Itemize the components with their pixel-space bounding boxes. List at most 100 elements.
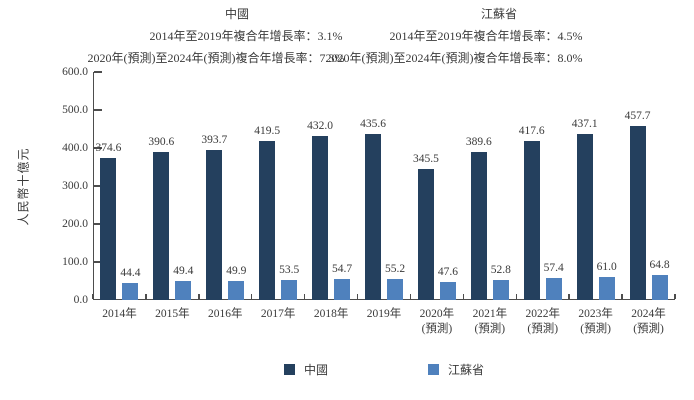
x-category-label-line: (預測) — [580, 323, 611, 335]
x-category-label-line: (預測) — [474, 323, 506, 335]
x-category-label: 2020年 (預測) — [410, 307, 463, 337]
jiangsu-bar — [492, 279, 509, 300]
legend-label: 江蘇省 — [448, 363, 485, 377]
x-category-label: 2015年 — [146, 307, 199, 322]
china-bar — [365, 134, 381, 300]
x-tick-mark — [462, 293, 465, 299]
chart-legend: 中國 江蘇省 — [93, 361, 675, 378]
x-category-label-line: 2017年 — [260, 308, 296, 320]
jiangsu-bar-value: 52.8 — [490, 263, 511, 276]
legend-item-jiangsu: 江蘇省 — [428, 361, 484, 378]
jiangsu-bar-value: 49.9 — [226, 265, 247, 278]
jiangsu-bar-value: 57.4 — [543, 262, 564, 275]
jiangsu-bar — [228, 281, 245, 300]
x-category-label: 2022年 (預測) — [516, 307, 569, 337]
jiangsu-bar — [281, 279, 298, 300]
jiangsu-bar-value: 47.6 — [437, 265, 458, 278]
china-bar — [259, 140, 276, 300]
x-category-label: 2023年 (預測) — [569, 307, 622, 337]
jiangsu-bar — [122, 283, 139, 300]
china-bar — [470, 151, 487, 300]
x-category-label: 2017年 — [252, 307, 305, 322]
x-category-label-line: 2023年 — [578, 308, 613, 320]
x-category-label-line: 2015年 — [155, 308, 190, 320]
china-bar-value: 457.7 — [624, 110, 651, 123]
china-bar-value: 393.7 — [201, 134, 228, 147]
jiangsu-bar — [545, 278, 562, 300]
x-tick-mark — [621, 293, 623, 299]
x-category-label-line: 2021年 — [472, 308, 508, 320]
jiangsu-bar-value: 61.0 — [596, 260, 617, 273]
x-category-label-line: 2022年 — [525, 308, 560, 320]
china-bar-value: 345.5 — [412, 152, 439, 165]
china-bar — [206, 150, 223, 300]
china-bar-value: 437.1 — [571, 117, 598, 130]
legend-label: 中國 — [303, 363, 328, 377]
x-category-label: 2019年 — [358, 307, 411, 322]
x-category-label-line: 2024年 — [631, 308, 666, 320]
legend-swatch-icon — [428, 364, 439, 375]
y-tick-label: 300.0 — [62, 179, 88, 192]
y-tick-label: 400.0 — [62, 141, 88, 154]
plot-area — [93, 72, 675, 300]
china-column-title: 中國 — [224, 7, 250, 21]
x-tick-mark — [515, 293, 518, 299]
x-category-label: 2024年 (預測) — [622, 307, 675, 337]
jiangsu-bar — [598, 276, 615, 300]
jiangsu-bar-value: 44.4 — [120, 267, 141, 280]
china-cagr-forecast: 2020年(預測)至2024年(預測)複合年增長率：7.3% — [87, 51, 345, 65]
china-bar-value: 417.6 — [518, 125, 545, 138]
china-bar — [629, 126, 646, 300]
y-tick-mark — [94, 71, 102, 73]
china-bar — [100, 157, 117, 300]
jiangsu-cagr-forecast: 2020年(預測)至2024年(預測)複合年增長率：8.0% — [325, 51, 583, 65]
x-tick-mark — [250, 293, 253, 299]
x-tick-mark — [303, 293, 306, 299]
x-category-label: 2021年 (預測) — [463, 307, 516, 337]
y-tick-mark — [94, 223, 102, 225]
x-tick-mark — [409, 293, 412, 299]
y-tick-label: 200.0 — [62, 217, 88, 230]
china-bar — [523, 141, 540, 300]
jiangsu-bar — [334, 279, 351, 300]
x-tick-mark — [92, 293, 94, 299]
x-category-label-line: (預測) — [633, 323, 664, 335]
jiangsu-cagr-historical: 2014年至2019年複合年增長率：4.5% — [389, 29, 583, 43]
y-tick-label: 600.0 — [62, 65, 88, 78]
china-bar-value: 432.0 — [307, 119, 334, 132]
jiangsu-bar-value: 55.2 — [384, 263, 406, 276]
china-bar-value: 374.6 — [95, 141, 122, 154]
jiangsu-bar-value: 54.7 — [332, 263, 353, 276]
china-bar — [312, 135, 329, 300]
y-tick-mark — [94, 109, 102, 111]
jiangsu-bar — [651, 275, 668, 300]
legend-swatch-icon — [283, 364, 295, 375]
x-tick-mark — [145, 293, 147, 299]
jiangsu-bar — [439, 281, 456, 300]
x-category-label: 2014年 — [93, 307, 146, 322]
y-tick-mark — [94, 261, 102, 263]
x-category-label-line: (預測) — [421, 323, 453, 335]
x-category-label-line: 2016年 — [208, 308, 243, 320]
x-tick-mark — [198, 293, 200, 299]
y-tick-label: 0.0 — [73, 293, 88, 306]
jiangsu-bar-value: 64.8 — [649, 259, 670, 272]
china-bar — [576, 133, 593, 300]
x-category-label-line: 2019年 — [366, 308, 402, 320]
x-tick-mark — [674, 293, 676, 299]
x-category-label: 2016年 — [199, 307, 252, 322]
china-bar — [153, 151, 170, 300]
y-tick-mark — [94, 147, 102, 149]
x-category-label-line: 2020年 — [419, 308, 455, 320]
china-bar-value: 419.5 — [254, 124, 281, 137]
x-tick-mark — [568, 293, 570, 299]
x-category-label-line: 2018年 — [313, 308, 349, 320]
legend-item-china: 中國 — [283, 361, 328, 378]
china-bar-value: 389.6 — [465, 135, 492, 148]
china-bar-value: 435.6 — [360, 118, 386, 131]
x-category-label: 2018年 — [305, 307, 358, 322]
x-category-label-line: 2014年 — [102, 308, 137, 320]
jiangsu-bar-value: 49.4 — [173, 265, 194, 278]
